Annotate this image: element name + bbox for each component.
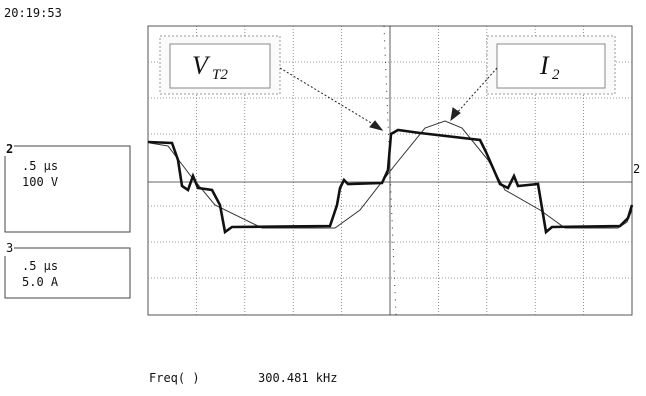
channel-box: 2 .5 µs 100 V xyxy=(5,142,130,232)
scope-screen: 20:19:53 2 .5 µs 100 V 3 .5 µs 5.0 A V T… xyxy=(0,0,646,396)
measurement-name: Freq( ) xyxy=(149,371,200,385)
channel-timebase: .5 µs xyxy=(22,259,58,273)
trace-label-subscript: 2 xyxy=(552,67,560,83)
channel-number: 3 xyxy=(6,241,13,255)
channel-box: 3 .5 µs 5.0 A xyxy=(5,241,130,298)
arrow xyxy=(280,68,497,130)
measurement-value: 300.481 kHz xyxy=(258,371,337,385)
channel-scale: 5.0 A xyxy=(22,275,59,289)
label-box xyxy=(497,44,605,88)
timestamp: 20:19:53 xyxy=(4,6,62,20)
channel-number: 2 xyxy=(6,142,13,156)
channel-timebase: .5 µs xyxy=(22,159,58,173)
trace-label-subscript: T2 xyxy=(212,67,228,83)
level-marker: 2 xyxy=(633,162,640,176)
trace-label: I xyxy=(539,51,550,80)
channel-scale: 100 V xyxy=(22,175,58,189)
